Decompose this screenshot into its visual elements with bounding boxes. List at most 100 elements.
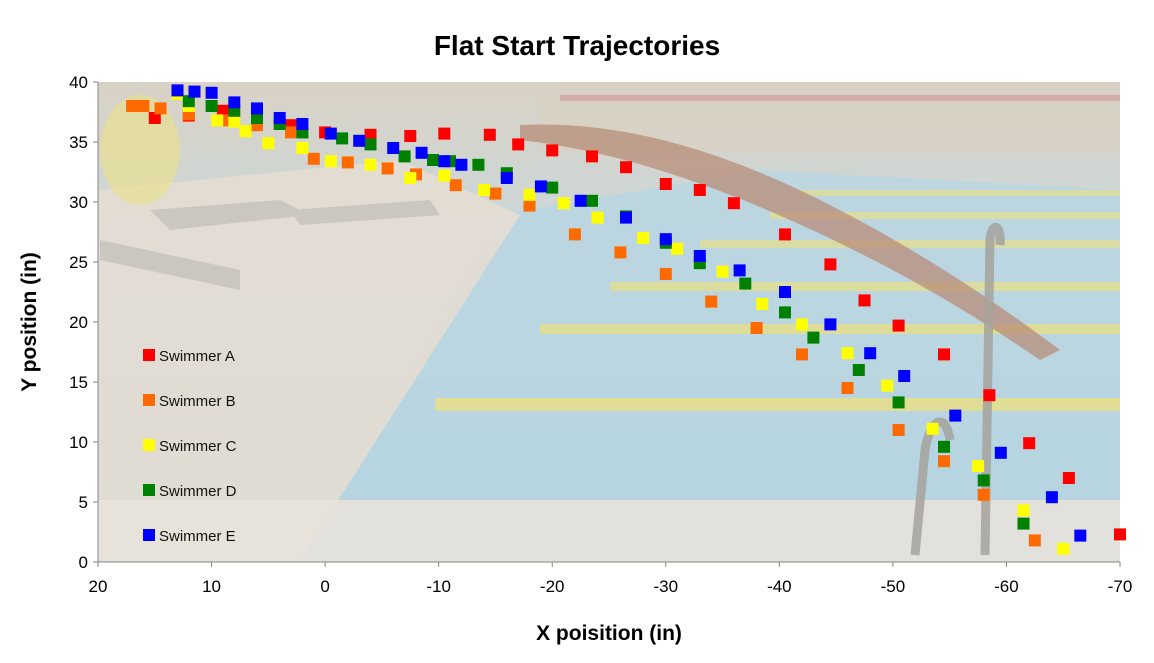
- data-point-swimmer-b: [341, 156, 354, 169]
- data-point-swimmer-b: [568, 228, 581, 241]
- chart-title: Flat Start Trajectories: [434, 30, 720, 61]
- y-tick-label: 40: [69, 73, 88, 92]
- legend-label: Swimmer E: [159, 528, 236, 545]
- data-point-swimmer-c: [841, 347, 854, 360]
- data-point-swimmer-d: [398, 150, 411, 163]
- data-point-swimmer-e: [534, 180, 547, 193]
- data-point-swimmer-d: [182, 95, 195, 108]
- data-point-swimmer-e: [824, 318, 837, 331]
- data-point-swimmer-c: [211, 114, 224, 127]
- x-tick-label: -20: [540, 577, 565, 596]
- data-point-swimmer-b: [796, 348, 808, 361]
- data-point-swimmer-c: [591, 211, 604, 224]
- data-point-swimmer-d: [296, 126, 309, 139]
- data-point-swimmer-c: [262, 137, 275, 150]
- data-point-swimmer-d: [852, 364, 865, 376]
- data-point-swimmer-b: [750, 322, 763, 334]
- data-point-swimmer-e: [864, 347, 877, 360]
- data-point-swimmer-e: [296, 118, 309, 130]
- data-points: [126, 84, 1126, 555]
- data-point-swimmer-a: [404, 130, 417, 142]
- data-point-swimmer-b: [307, 152, 320, 165]
- data-point-swimmer-a: [858, 294, 871, 307]
- data-point-swimmer-e: [228, 96, 241, 109]
- data-point-swimmer-a: [779, 228, 791, 241]
- legend-label: Swimmer B: [159, 393, 236, 410]
- data-point-swimmer-b: [938, 455, 950, 468]
- y-tick-label: 20: [69, 313, 88, 332]
- legend: Swimmer A Swimmer B Swimmer C Swimmer D Swim…: [143, 348, 237, 545]
- data-point-swimmer-e: [455, 158, 468, 171]
- data-point-swimmer-e: [324, 127, 337, 140]
- data-point-swimmer-e: [273, 112, 286, 124]
- data-point-swimmer-e: [188, 85, 201, 98]
- data-point-swimmer-a: [546, 144, 559, 157]
- data-point-swimmer-e: [387, 142, 400, 154]
- y-tick-label: 0: [79, 553, 88, 572]
- data-point-swimmer-b: [381, 162, 394, 175]
- data-point-swimmer-b: [523, 199, 536, 212]
- legend-swatch: [143, 394, 155, 406]
- data-point-swimmer-b: [841, 382, 854, 394]
- data-point-swimmer-c: [637, 232, 650, 244]
- data-point-swimmer-b: [659, 268, 672, 280]
- data-point-swimmer-c: [671, 242, 684, 255]
- data-point-swimmer-a: [620, 161, 632, 174]
- data-point-swimmer-e: [693, 250, 706, 262]
- data-point-swimmer-c: [228, 115, 241, 128]
- data-point-swimmer-d: [938, 440, 950, 453]
- y-tick-label: 5: [79, 493, 88, 512]
- data-point-swimmer-e: [353, 134, 366, 147]
- data-point-swimmer-e: [620, 211, 632, 224]
- data-point-swimmer-e: [733, 264, 746, 277]
- data-point-swimmer-d: [586, 194, 598, 207]
- data-point-swimmer-c: [716, 265, 729, 278]
- y-tick-label: 35: [69, 133, 88, 152]
- y-tick-label: 10: [69, 433, 88, 452]
- data-point-swimmer-d: [336, 132, 349, 145]
- data-point-swimmer-a: [483, 128, 496, 141]
- data-point-swimmer-c: [324, 155, 337, 168]
- y-axis-title: Y position (in): [18, 252, 41, 392]
- data-point-swimmer-b: [892, 424, 905, 436]
- data-point-swimmer-e: [1045, 491, 1058, 504]
- data-point-swimmer-c: [756, 298, 769, 310]
- data-point-swimmer-b: [126, 100, 139, 112]
- data-point-swimmer-c: [296, 142, 309, 154]
- data-point-swimmer-d: [779, 306, 791, 319]
- x-tick-label: -40: [767, 577, 792, 596]
- data-point-swimmer-d: [427, 154, 439, 166]
- data-point-swimmer-c: [364, 158, 377, 171]
- data-point-swimmer-e: [659, 233, 672, 246]
- plot-background: [98, 82, 1120, 562]
- x-tick-label: -30: [653, 577, 678, 596]
- data-point-swimmer-a: [148, 112, 161, 124]
- data-point-swimmer-d: [364, 138, 377, 151]
- data-point-swimmer-a: [693, 184, 706, 196]
- data-point-swimmer-a: [1023, 437, 1036, 450]
- data-point-swimmer-d: [977, 474, 990, 487]
- data-point-swimmer-a: [364, 128, 377, 141]
- data-point-swimmer-a: [938, 348, 950, 361]
- data-point-swimmer-e: [251, 102, 263, 115]
- y-tick-label: 25: [69, 253, 88, 272]
- data-point-swimmer-b: [137, 100, 150, 112]
- data-point-swimmer-c: [881, 379, 894, 392]
- data-point-swimmer-a: [438, 127, 451, 140]
- data-point-swimmer-b: [449, 179, 462, 192]
- x-tick-label: -50: [881, 577, 906, 596]
- x-tick-label: -70: [1108, 577, 1133, 596]
- data-point-swimmer-a: [892, 319, 905, 332]
- data-point-swimmer-d: [205, 100, 218, 112]
- data-point-swimmer-a: [824, 258, 837, 271]
- data-point-swimmer-e: [438, 155, 451, 168]
- data-point-swimmer-d: [739, 277, 752, 290]
- y-tick-label: 30: [69, 193, 88, 212]
- data-point-swimmer-d: [251, 112, 263, 124]
- x-tick-label: 20: [89, 577, 108, 596]
- data-point-swimmer-c: [438, 169, 451, 182]
- data-point-swimmer-e: [994, 446, 1007, 459]
- data-point-swimmer-c: [972, 460, 985, 472]
- data-point-swimmer-a: [586, 150, 598, 163]
